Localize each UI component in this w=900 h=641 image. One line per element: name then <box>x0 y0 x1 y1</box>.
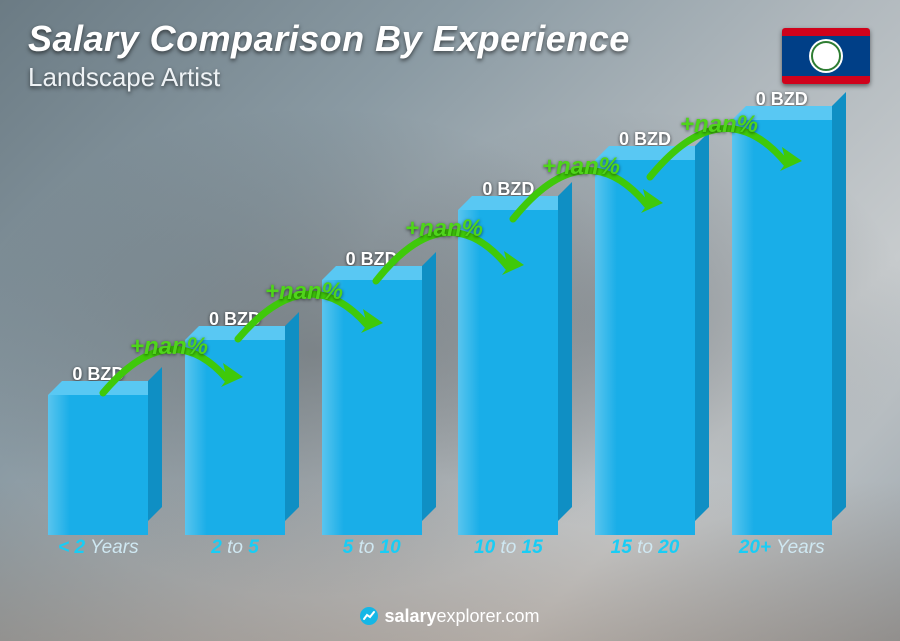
country-flag-belize <box>782 28 870 84</box>
x-axis-label: 15 to 20 <box>577 537 714 563</box>
delta-label: +nan% <box>542 153 620 181</box>
x-axis-labels: < 2 Years2 to 55 to 1010 to 1515 to 2020… <box>30 537 850 563</box>
bar-front-face <box>48 395 148 535</box>
delta-label: +nan% <box>405 215 483 243</box>
bar-chart: +nan%+nan%+nan%+nan%+nan% 0 BZD0 BZD0 BZ… <box>30 103 850 563</box>
x-axis-label: < 2 Years <box>30 537 167 563</box>
title-block: Salary Comparison By Experience Landscap… <box>28 18 630 93</box>
flag-ring <box>811 41 841 71</box>
infographic-stage: Salary Comparison By Experience Landscap… <box>0 0 900 641</box>
bar-side-face <box>832 92 846 521</box>
bar-side-face <box>558 182 572 521</box>
bar-shine <box>48 395 70 535</box>
flag-stripe-top <box>782 28 870 36</box>
x-axis-label: 20+ Years <box>713 537 850 563</box>
x-axis-label: 10 to 15 <box>440 537 577 563</box>
footer-brand-bold: salary <box>384 606 436 626</box>
footer-brand-rest: explorer.com <box>437 606 540 626</box>
logo-icon <box>360 607 378 625</box>
bar-side-face <box>695 132 709 521</box>
chart-title: Salary Comparison By Experience <box>28 18 630 60</box>
chart-subtitle: Landscape Artist <box>28 62 630 93</box>
bar <box>48 395 148 535</box>
x-axis-label: 2 to 5 <box>167 537 304 563</box>
delta-label: +nan% <box>265 278 343 306</box>
footer-attribution: salaryexplorer.com <box>0 606 900 627</box>
delta-label: +nan% <box>130 333 208 361</box>
delta-label: +nan% <box>680 111 758 139</box>
flag-stripe-bottom <box>782 76 870 84</box>
bar-side-face <box>422 252 436 521</box>
x-axis-label: 5 to 10 <box>303 537 440 563</box>
